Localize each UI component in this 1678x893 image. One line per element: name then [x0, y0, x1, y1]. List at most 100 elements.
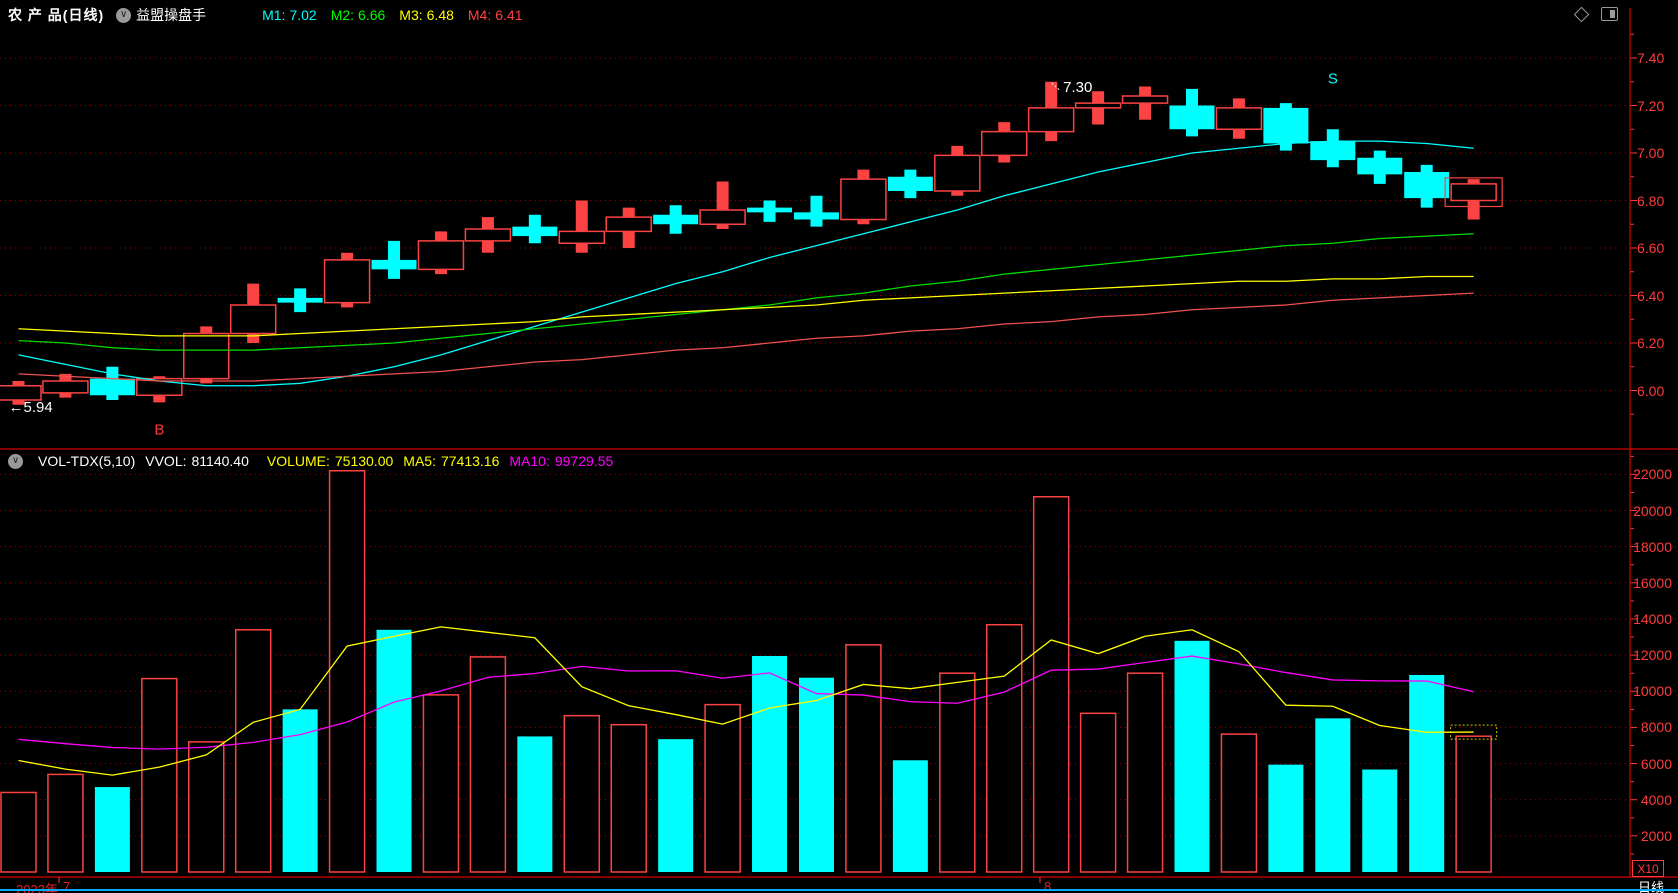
volume-tick-label: 22000	[1633, 466, 1672, 483]
candle-body-up	[980, 130, 1028, 157]
volume-bar-up	[328, 469, 366, 873]
candle-body-down	[1357, 157, 1403, 175]
volume-bar-up	[422, 694, 460, 873]
ma-legend-m2: M2: 6.66	[331, 7, 386, 23]
m4-value: 6.41	[495, 7, 523, 23]
volume-bar-down	[376, 629, 412, 872]
date-label: 7	[63, 879, 71, 893]
volume-bar-up	[234, 629, 272, 873]
volume-bar-down	[282, 709, 318, 872]
volume-bar-down	[892, 760, 928, 872]
candle-body-down	[887, 176, 933, 191]
candle-body-down	[277, 297, 323, 303]
ma-legend-m4: M4: 6.41	[468, 7, 523, 23]
m2-label: M2:	[330, 7, 355, 23]
volume-bar-up	[188, 741, 225, 873]
candle-body-down	[89, 378, 135, 396]
candle-body-up	[1027, 107, 1075, 133]
volume-bar-up	[1455, 735, 1492, 873]
volume-bar-down	[1409, 674, 1445, 872]
ma10-value: 99729.55	[554, 453, 614, 469]
volume-bar-down	[658, 739, 694, 872]
candle-body-up	[840, 178, 887, 221]
ma5-label: MA5:	[403, 453, 436, 469]
volume-bar-up	[985, 623, 1023, 873]
candle-body-up	[699, 209, 746, 225]
annotation-B: B	[154, 421, 164, 438]
volume-tick-label: 8000	[1640, 719, 1672, 736]
m1-value: 7.02	[289, 7, 317, 23]
ma10-label: MA10:	[509, 453, 550, 469]
ma5-readout: MA5: 77413.16	[403, 453, 499, 469]
ma-legend-m3: M3: 6.48	[399, 7, 454, 23]
volume-tick-label: 20000	[1633, 502, 1672, 519]
volume-tick-label: 16000	[1633, 574, 1672, 591]
volume-ma-line-ma10	[18, 655, 1474, 750]
price-tick-label: 7.00	[1637, 145, 1665, 161]
header-bar: 农 产 品(日线) ∨ 益盟操盘手 M1: 7.02 M2: 6.66 M3: …	[0, 0, 1678, 30]
candle-body-down	[371, 259, 417, 270]
annotation-7.30: 7.30	[1063, 79, 1092, 96]
candle-body-up	[605, 216, 652, 233]
candle-body-up	[1121, 95, 1169, 104]
window-controls	[1573, 6, 1618, 22]
volume-bar-up	[704, 703, 741, 873]
volume-bar-up	[1032, 496, 1070, 873]
annotation-←5.94: ←5.94	[9, 399, 53, 416]
price-tick-label: 6.00	[1637, 382, 1665, 399]
volume-tick-label: 18000	[1633, 538, 1672, 555]
annotation-S: S	[1328, 70, 1338, 87]
volume-bar-up	[0, 791, 37, 873]
volume-bar-up	[939, 672, 976, 873]
candle-body-up	[1215, 107, 1263, 130]
candle-body-down	[653, 214, 699, 225]
volume-dropdown-icon[interactable]: ∨	[8, 453, 23, 469]
volume-bar-up	[469, 656, 507, 873]
m3-label: M3:	[399, 7, 423, 23]
candle-body-up	[464, 228, 512, 242]
volume-bar-up	[1079, 712, 1117, 873]
volume-bar-up	[1220, 733, 1258, 873]
price-ma-line-m4	[18, 292, 1474, 382]
candle-body-up	[1074, 102, 1122, 109]
ma5-value: 77413.16	[440, 453, 500, 469]
diamond-icon[interactable]	[1573, 6, 1590, 22]
volume-bar-up	[47, 773, 84, 873]
candle-body-down	[793, 212, 839, 220]
m3-value: 6.48	[426, 7, 454, 23]
candle-body-down	[1263, 107, 1309, 144]
volume-bar-down	[1315, 718, 1351, 872]
candle-body-up	[229, 304, 277, 335]
volume-tick-label: 10000	[1633, 683, 1672, 700]
m4-label: M4:	[467, 7, 492, 23]
plugin-label: 益盟操盘手	[136, 7, 207, 23]
plugin-dropdown-icon[interactable]: ∨	[116, 7, 132, 23]
date-label: 2023年	[16, 882, 58, 893]
ma-legend-m1: M1: 7.02	[262, 7, 317, 23]
candle-body-up	[417, 240, 465, 271]
vvol-label: VVOL:	[145, 453, 187, 469]
candle-body-up	[323, 259, 371, 304]
current-candle-highlight	[1444, 177, 1503, 208]
volume-indicator-header: ∨ VOL-TDX(5,10) VVOL: 81140.40 VOLUME: 7…	[0, 451, 613, 471]
split-pane-icon[interactable]	[1601, 7, 1618, 21]
volume-tick-label: 12000	[1633, 647, 1672, 664]
volume-label: VOLUME:	[266, 453, 330, 469]
price-ma-line-m3	[18, 275, 1474, 337]
price-tick-label: 6.80	[1637, 192, 1665, 209]
vvol-value: 81140.40	[191, 453, 249, 469]
candle-body-up	[1450, 183, 1497, 202]
volume-tick-label: 6000	[1640, 755, 1672, 772]
price-tick-label: 7.20	[1637, 97, 1665, 114]
candle-body-down	[1404, 172, 1450, 199]
m2-value: 6.66	[358, 7, 386, 23]
m1-label: M1:	[262, 7, 286, 23]
ma-legend: M1: 7.02 M2: 6.66 M3: 6.48 M4: 6.41	[262, 7, 522, 23]
volume-bar-up	[563, 714, 601, 873]
volume-bar-up	[1126, 672, 1164, 873]
candle-body-down	[1310, 141, 1356, 161]
volume-bar-down	[1174, 640, 1210, 872]
volume-ma-line-ma5	[18, 626, 1474, 776]
